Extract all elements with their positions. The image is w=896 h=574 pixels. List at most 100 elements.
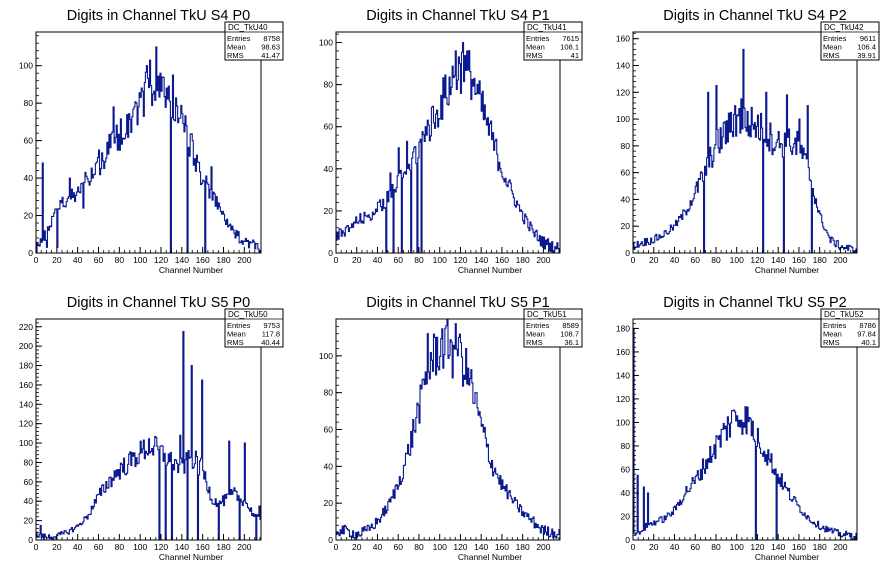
x-tick-label: 100: [433, 542, 447, 552]
stats-rms-label: RMS: [823, 338, 840, 347]
x-tick-label: 0: [631, 542, 636, 552]
stats-entries-label: Entries: [823, 321, 847, 330]
stats-entries-value: 8786: [859, 321, 876, 330]
stats-entries-label: Entries: [823, 34, 847, 43]
chart-title: Digits in Channel TkU S5 P2: [663, 295, 847, 311]
x-tick-label: 120: [453, 542, 467, 552]
y-tick-label: 60: [24, 477, 34, 487]
plot-frame: [35, 31, 262, 254]
x-tick-label: 60: [94, 542, 104, 552]
x-axis-label: Channel Number: [159, 552, 223, 562]
x-tick-label: 200: [536, 255, 550, 265]
x-tick-label: 20: [649, 542, 659, 552]
stats-entries-label: Entries: [526, 321, 550, 330]
x-tick-label: 120: [154, 255, 168, 265]
stats-rms-label: RMS: [526, 338, 543, 347]
y-tick-label: 20: [621, 221, 631, 231]
y-tick-label: 80: [24, 457, 34, 467]
stats-entries-label: Entries: [227, 321, 251, 330]
chart-title: Digits in Channel TkU S5 P0: [67, 295, 251, 311]
stats-entries-label: Entries: [526, 34, 550, 43]
stats-rms-value: 36.1: [564, 338, 579, 347]
plot-frame: [335, 31, 561, 254]
x-tick-label: 40: [373, 542, 383, 552]
x-tick-label: 140: [474, 542, 488, 552]
plot-frame: [632, 318, 858, 541]
y-tick-label: 120: [616, 87, 630, 97]
stats-mean-value: 97.84: [857, 330, 876, 339]
x-tick-label: 140: [175, 255, 189, 265]
stats-mean-value: 98.63: [261, 43, 280, 52]
stats-entries-value: 9611: [860, 34, 876, 43]
x-axis-label: Channel Number: [458, 552, 522, 562]
x-tick-label: 40: [670, 255, 680, 265]
stats-mean-value: 117.8: [262, 330, 280, 339]
histogram-panel-6: Digits in Channel TkU S5 P2 0 20 40 60 80 100 1…: [616, 295, 880, 562]
x-tick-label: 100: [730, 542, 744, 552]
histogram-panel-2: Digits in Channel TkU S4 P1 0 20 40 60 80 100 1…: [319, 8, 583, 275]
x-tick-label: 120: [750, 542, 764, 552]
x-tick-label: 80: [414, 255, 424, 265]
x-axis-label: Channel Number: [755, 552, 819, 562]
x-axis-label: Channel Number: [755, 265, 819, 275]
chart-title: Digits in Channel TkU S5 P1: [366, 295, 550, 311]
x-tick-label: 80: [711, 542, 721, 552]
x-tick-label: 100: [133, 255, 147, 265]
y-tick-label: 60: [621, 464, 631, 474]
y-tick-label: 160: [19, 380, 33, 390]
stats-rms-value: 41: [571, 51, 579, 60]
histogram-panel-3: Digits in Channel TkU S4 P2 0 20 40 60 80 100 1…: [616, 8, 880, 275]
x-tick-label: 60: [393, 542, 403, 552]
x-tick-label: 180: [516, 255, 530, 265]
histogram-line: [633, 327, 857, 541]
x-tick-label: 180: [516, 542, 530, 552]
x-tick-label: 80: [711, 255, 721, 265]
chart-title: Digits in Channel TkU S4 P2: [663, 8, 847, 24]
plot-frame: [35, 318, 262, 541]
y-tick-label: 60: [621, 168, 631, 178]
chart-title: Digits in Channel TkU S4 P0: [67, 8, 251, 24]
x-tick-label: 160: [196, 255, 210, 265]
y-tick-label: 200: [19, 341, 33, 351]
y-tick-label: 0: [28, 535, 33, 545]
y-tick-label: 40: [324, 164, 334, 174]
x-tick-label: 180: [813, 255, 827, 265]
x-tick-label: 0: [34, 255, 39, 265]
y-tick-label: 140: [19, 399, 33, 409]
y-tick-label: 140: [616, 370, 630, 380]
histogram-line: [336, 318, 560, 540]
x-tick-label: 200: [833, 255, 847, 265]
x-tick-label: 0: [334, 255, 339, 265]
x-tick-label: 120: [453, 255, 467, 265]
stats-box: DC_TkU41 Entries 7615 Mean 108.1 RMS 41: [523, 21, 583, 61]
y-tick-label: 100: [19, 438, 33, 448]
y-tick-label: 40: [24, 173, 34, 183]
y-tick-label: 20: [324, 206, 334, 216]
x-tick-label: 20: [352, 255, 362, 265]
x-tick-label: 40: [373, 255, 383, 265]
y-tick-label: 180: [19, 361, 33, 371]
stats-entries-value: 8589: [562, 321, 579, 330]
stats-rms-value: 40.44: [261, 338, 280, 347]
plot-frame: [632, 31, 858, 254]
y-tick-label: 60: [24, 136, 34, 146]
x-tick-label: 60: [94, 255, 104, 265]
y-tick-label: 80: [621, 141, 631, 151]
y-tick-label: 20: [621, 511, 631, 521]
x-axis-label: Channel Number: [458, 265, 522, 275]
stats-rms-label: RMS: [823, 51, 840, 60]
x-tick-label: 120: [750, 255, 764, 265]
y-tick-label: 60: [324, 425, 334, 435]
y-tick-label: 80: [24, 98, 34, 108]
y-tick-label: 220: [19, 322, 33, 332]
y-tick-label: 160: [616, 34, 630, 44]
y-tick-label: 160: [616, 347, 630, 357]
stats-mean-label: Mean: [823, 330, 842, 339]
stats-histogram-name: DC_TkU51: [527, 310, 567, 319]
chart-title: Digits in Channel TkU S4 P1: [366, 8, 550, 24]
y-tick-label: 120: [616, 394, 630, 404]
y-tick-label: 40: [24, 496, 34, 506]
x-tick-label: 160: [792, 255, 806, 265]
stats-entries-value: 8758: [263, 34, 280, 43]
stats-box: DC_TkU51 Entries 8589 Mean 108.7 RMS 36.1: [523, 308, 583, 348]
